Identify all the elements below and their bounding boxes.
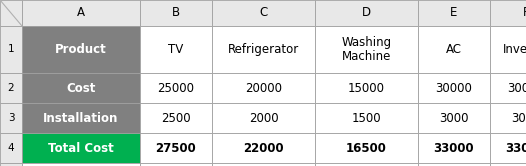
- Bar: [22, 103, 140, 133]
- Bar: [0, 73, 22, 103]
- Bar: [212, 163, 315, 166]
- Text: 30000: 30000: [436, 82, 472, 94]
- Bar: [212, 103, 315, 133]
- Bar: [418, 73, 490, 103]
- Bar: [490, 73, 526, 103]
- Text: Product: Product: [55, 43, 107, 56]
- Bar: [418, 26, 490, 73]
- Bar: [418, 133, 490, 163]
- Bar: [140, 163, 212, 166]
- Text: 3000: 3000: [511, 112, 526, 124]
- Text: 3000: 3000: [439, 112, 469, 124]
- Bar: [0, 103, 22, 133]
- Bar: [490, 0, 526, 26]
- Bar: [22, 73, 140, 103]
- Text: 15000: 15000: [348, 82, 385, 94]
- Bar: [490, 163, 526, 166]
- Text: 22000: 22000: [243, 141, 284, 155]
- Bar: [140, 73, 212, 103]
- Bar: [140, 0, 212, 26]
- Text: 27500: 27500: [156, 141, 196, 155]
- Bar: [0, 26, 22, 73]
- Text: 3: 3: [8, 113, 14, 123]
- Text: Total Cost: Total Cost: [48, 141, 114, 155]
- Bar: [0, 163, 22, 166]
- Text: 4: 4: [8, 143, 14, 153]
- Text: 33000: 33000: [434, 141, 474, 155]
- Text: Installation: Installation: [43, 112, 119, 124]
- Bar: [0, 133, 22, 163]
- Text: 25000: 25000: [157, 82, 195, 94]
- Bar: [490, 133, 526, 163]
- Text: Cost: Cost: [66, 82, 96, 94]
- Bar: [212, 26, 315, 73]
- Text: 16500: 16500: [346, 141, 387, 155]
- Bar: [315, 0, 418, 26]
- Text: 2500: 2500: [161, 112, 191, 124]
- Text: 20000: 20000: [245, 82, 282, 94]
- Bar: [140, 133, 212, 163]
- Text: 33000: 33000: [505, 141, 526, 155]
- Bar: [490, 103, 526, 133]
- Bar: [0, 0, 22, 26]
- Bar: [140, 26, 212, 73]
- Text: Refrigerator: Refrigerator: [228, 43, 299, 56]
- Text: B: B: [172, 6, 180, 19]
- Text: TV: TV: [168, 43, 184, 56]
- Bar: [212, 0, 315, 26]
- Text: AC: AC: [446, 43, 462, 56]
- Text: D: D: [362, 6, 371, 19]
- Bar: [315, 73, 418, 103]
- Text: C: C: [259, 6, 268, 19]
- Bar: [418, 103, 490, 133]
- Bar: [418, 0, 490, 26]
- Bar: [418, 163, 490, 166]
- Text: 2000: 2000: [249, 112, 278, 124]
- Text: F: F: [523, 6, 526, 19]
- Bar: [22, 0, 140, 26]
- Text: 1: 1: [8, 44, 14, 54]
- Text: E: E: [450, 6, 458, 19]
- Bar: [315, 26, 418, 73]
- Bar: [212, 73, 315, 103]
- Bar: [22, 133, 140, 163]
- Text: Washing
Machine: Washing Machine: [341, 36, 391, 63]
- Bar: [140, 103, 212, 133]
- Bar: [212, 133, 315, 163]
- Text: A: A: [77, 6, 85, 19]
- Bar: [315, 163, 418, 166]
- Bar: [22, 26, 140, 73]
- Text: 30000: 30000: [508, 82, 526, 94]
- Bar: [490, 26, 526, 73]
- Text: 1500: 1500: [352, 112, 381, 124]
- Text: Inverter: Inverter: [502, 43, 526, 56]
- Bar: [315, 103, 418, 133]
- Bar: [315, 133, 418, 163]
- Text: 2: 2: [8, 83, 14, 93]
- Bar: [22, 163, 140, 166]
